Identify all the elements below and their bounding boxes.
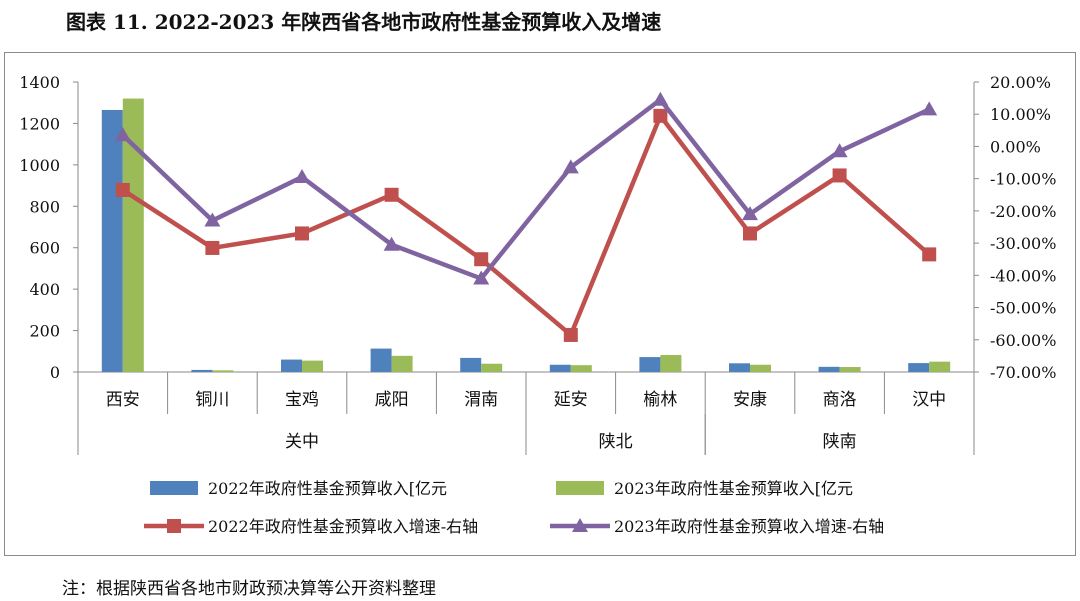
legend-label: 2022年政府性基金预算收入增速-右轴: [208, 517, 478, 536]
point-marker-triangle: [114, 127, 131, 142]
bar-2023: [660, 355, 682, 372]
bar-2022: [101, 109, 123, 372]
left-tick-label: 0: [50, 363, 60, 382]
growth-line-2023: [121, 97, 931, 281]
right-tick-label: 10.00%: [990, 105, 1051, 124]
category-label: 西安: [106, 390, 140, 410]
point-marker-triangle: [831, 143, 848, 158]
left-tick-label: 800: [29, 197, 60, 216]
left-tick-label: 400: [29, 280, 60, 299]
category-label: 汉中: [912, 390, 946, 410]
category-label: 宝鸡: [285, 390, 319, 410]
bar-2022: [729, 363, 750, 372]
left-tick-label: 1200: [19, 114, 60, 133]
legend-label: 2023年政府性基金预算收入[亿元: [614, 479, 853, 498]
bar-2023: [302, 360, 323, 372]
left-tick-label: 1400: [19, 73, 60, 92]
point-marker-square: [832, 168, 847, 183]
left-tick-label: 600: [29, 239, 60, 258]
bar-2022: [460, 357, 482, 372]
bar-2023: [750, 364, 771, 372]
point-marker-triangle: [473, 270, 490, 285]
right-tick-label: -30.00%: [990, 234, 1056, 253]
bar-2022: [370, 348, 392, 372]
lines-layer: [114, 91, 938, 342]
left-tick-label: 200: [29, 322, 60, 341]
bar-2023: [839, 367, 861, 372]
point-marker-square: [922, 247, 937, 262]
right-tick-label: -20.00%: [990, 202, 1056, 221]
right-tick-label: -60.00%: [990, 331, 1056, 350]
legend-marker: [572, 518, 588, 532]
group-label: 陕北: [599, 432, 633, 452]
point-marker-triangle: [921, 101, 938, 116]
bar-2023: [481, 363, 503, 372]
point-marker-square: [743, 226, 757, 241]
legend-swatch: [556, 481, 604, 495]
axes-layer: 0 200 400 600 800 1000 1200 1400 -70.00% -60.00% -…: [19, 73, 1056, 455]
right-tick-label: -40.00%: [990, 266, 1056, 285]
category-label: 渭南: [464, 390, 498, 410]
source-note: 注：根据陕西省各地市财政预决算等公开资料整理: [62, 579, 436, 599]
category-label: 咸阳: [375, 390, 409, 410]
bar-2023: [122, 98, 144, 373]
category-label: 延安: [554, 390, 588, 410]
point-marker-triangle: [294, 169, 310, 184]
legend-label: 2022年政府性基金预算收入[亿元: [208, 479, 447, 498]
legend-label: 2023年政府性基金预算收入增速-右轴: [614, 517, 884, 536]
point-marker-square: [295, 226, 309, 241]
right-tick-label: -50.00%: [990, 299, 1056, 318]
category-label: 安康: [733, 390, 767, 410]
chart-frame: [4, 52, 1076, 556]
point-marker-square: [384, 187, 399, 202]
bar-2022: [191, 369, 213, 372]
category-label: 铜川: [195, 390, 229, 410]
point-marker-square: [115, 182, 130, 197]
bars-layer: [101, 98, 951, 373]
right-tick-label: 20.00%: [990, 73, 1051, 92]
point-marker-triangle: [383, 236, 400, 251]
point-marker-square: [653, 108, 668, 123]
group-label: 陕南: [823, 432, 857, 452]
point-marker-triangle: [652, 91, 669, 106]
point-marker-triangle: [742, 206, 758, 221]
growth-line-2022: [121, 113, 931, 338]
category-label: 榆林: [643, 390, 677, 410]
bar-2022: [639, 357, 661, 372]
chart-title: 图表 11. 2022-2023 年陕西省各地市政府性基金预算收入及增速: [66, 10, 662, 34]
left-tick-label: 1000: [19, 156, 60, 175]
group-label: 关中: [285, 432, 319, 452]
point-marker-triangle: [204, 212, 221, 227]
category-label: 商洛: [823, 390, 857, 410]
bar-2022: [549, 364, 571, 372]
point-marker-triangle: [562, 159, 579, 174]
point-marker-square: [474, 252, 489, 267]
bar-2023: [212, 370, 234, 372]
legend-swatch: [150, 481, 198, 495]
legend-marker: [167, 519, 181, 533]
bar-2023: [929, 361, 951, 372]
bar-2022: [908, 363, 930, 372]
right-tick-label: -10.00%: [990, 170, 1056, 189]
point-marker-square: [563, 327, 578, 342]
legend: 2022年政府性基金预算收入[亿元 2023年政府性基金预算收入[亿元 2022年政…: [144, 479, 884, 536]
bar-2023: [570, 365, 592, 372]
right-tick-label: -70.00%: [990, 363, 1056, 382]
bar-2023: [391, 355, 413, 372]
bar-2022: [281, 359, 302, 372]
bar-2022: [818, 366, 840, 372]
right-tick-label: 0.00%: [990, 137, 1041, 156]
point-marker-square: [205, 240, 220, 255]
